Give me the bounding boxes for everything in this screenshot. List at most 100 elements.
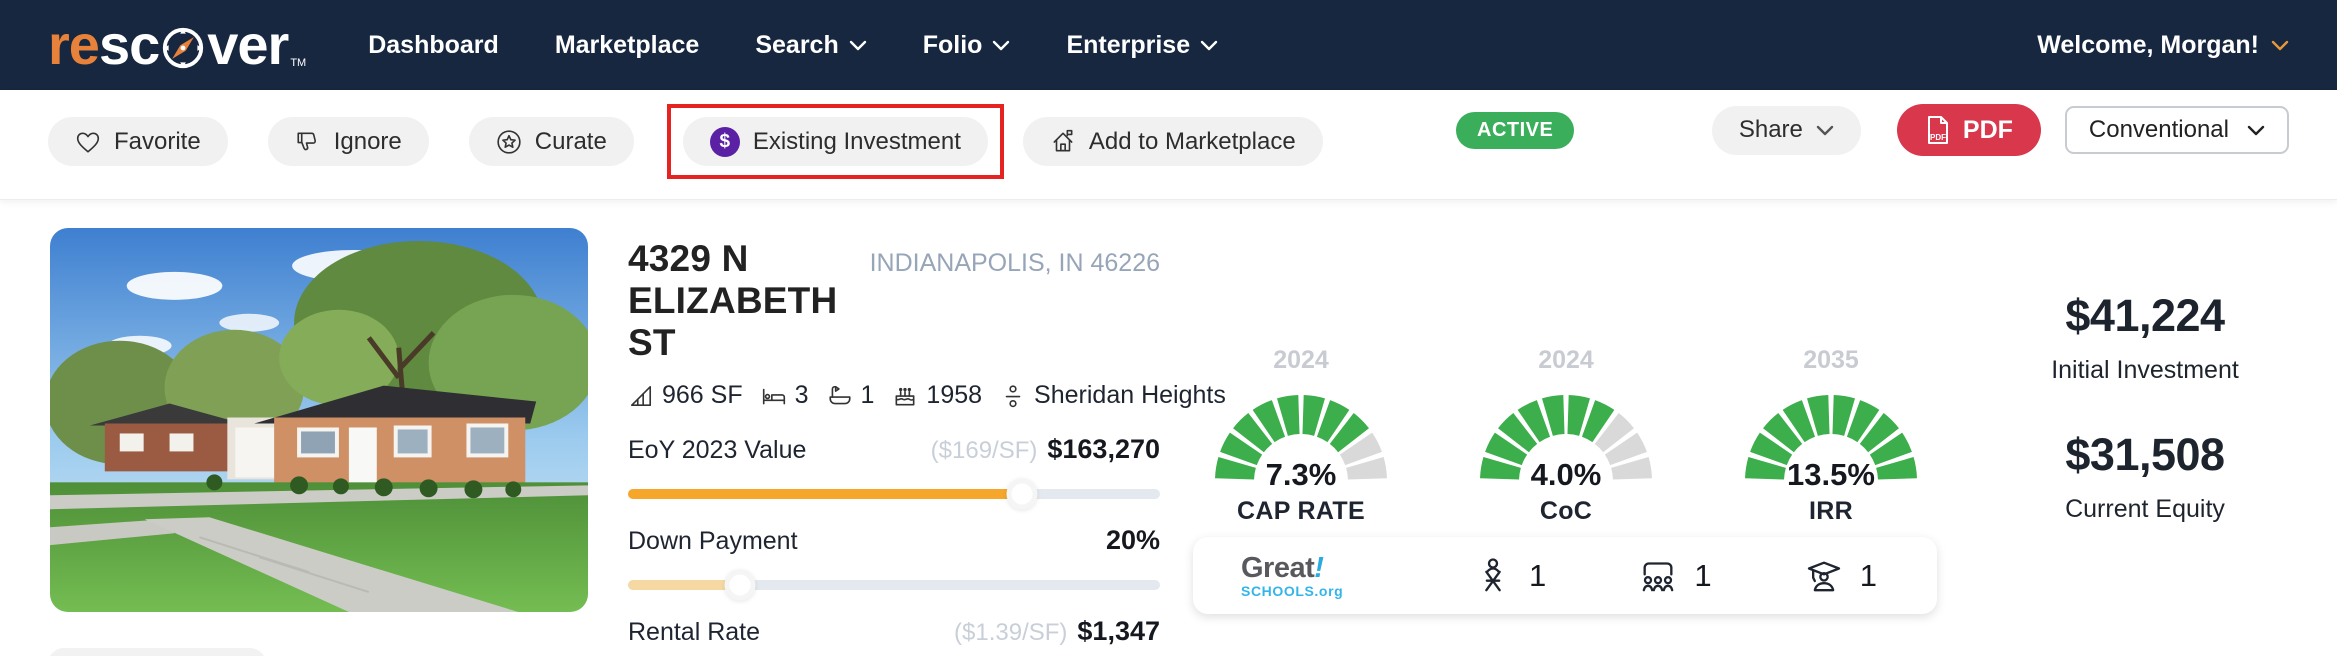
current-equity-label: Current Equity [2065,495,2225,523]
school-rating-value: 1 [1529,557,1547,593]
slider-track[interactable] [628,569,1160,601]
slider-value: $163,270 [1047,434,1160,464]
nav-item-folio[interactable]: Folio [923,31,1011,60]
slider-unit: ($169/SF) [930,437,1038,464]
nav-item-dashboard[interactable]: Dashboard [368,31,499,60]
slider-unit: ($1.39/SF) [954,619,1068,646]
property-photo[interactable] [50,228,588,612]
nav-items: Dashboard Marketplace Search Folio Enter… [368,31,1218,60]
stat-year-built: 1958 [892,381,982,410]
high-school-icon [1807,561,1840,591]
pdf-button[interactable]: PDF PDF [1896,104,2041,156]
property-details: 4329 N ELIZABETH ST INDIANAPOLIS, IN 462… [628,238,1226,656]
investment-summary: $41,224 Initial Investment $31,508 Curre… [1995,290,2295,524]
stat-beds: 3 [761,381,809,410]
elementary-school-icon [1485,557,1501,591]
house-flag-icon [1053,129,1073,151]
share-button[interactable]: Share [1711,105,1861,155]
slider-rental-rate: Rental Rate ($1.39/SF) $1,347 [628,616,1160,656]
stat-sqft: 966 SF [628,381,743,410]
brand-logo[interactable]: re sc ver TM [48,17,306,73]
school-rating-value: 1 [1694,557,1712,593]
brand-prefix: re [48,13,100,76]
gauge-label: CoC [1539,497,1593,525]
add-to-marketplace-button[interactable]: Add to Marketplace [1022,117,1323,166]
slider-thumb[interactable] [724,569,756,601]
initial-investment-label: Initial Investment [2051,356,2239,384]
ignore-label: Ignore [333,127,402,155]
existing-investment-label: Existing Investment [752,127,961,155]
brand-suffix: ver [207,13,289,76]
bed-icon [762,388,785,404]
property-address: 4329 N ELIZABETH ST [628,238,838,363]
thumbs-down-icon [297,132,316,150]
slider-track[interactable] [628,478,1160,510]
cake-icon [895,387,915,405]
ignore-button[interactable]: Ignore [267,117,429,166]
pdf-label: PDF [1962,115,2013,144]
add-to-marketplace-label: Add to Marketplace [1088,127,1296,155]
existing-investment-button[interactable]: $ Existing Investment [682,117,988,166]
nav-item-marketplace[interactable]: Marketplace [555,31,700,60]
gauge-value: 4.0% [1530,457,1602,492]
status-badge: ACTIVE [1456,112,1575,149]
property-city-state-zip: INDIANAPOLIS, IN 46226 [869,249,1160,277]
loan-type-select[interactable]: Conventional [2064,106,2289,154]
favorite-label: Favorite [114,127,201,155]
chevron-down-icon [1816,125,1834,135]
initial-investment-value: $41,224 [2065,290,2225,341]
star-circle-icon [497,129,521,154]
greatschools-logo: Great! SCHOOLS.org [1241,551,1344,599]
gauge-coc: 2024 4.0% CoC [1473,346,1659,526]
school-rating-high: 1 [1758,556,1923,596]
welcome-text: Welcome, Morgan! [2037,30,2259,59]
chevron-down-icon [2271,40,2289,50]
current-equity-value: $31,508 [2065,429,2225,480]
loan-type-value: Conventional [2088,116,2229,143]
curate-button[interactable]: Curate [468,117,634,166]
existing-investment-highlight: $ Existing Investment [666,104,1004,179]
gauge-cap-rate: 2024 7.3% CAP RATE [1208,346,1394,526]
metric-gauges: 2024 7.3% CAP RATE 2024 4.0% CoC 2035 13… [1208,346,1924,526]
gauge-arc [1476,383,1656,490]
bath-icon [828,385,851,404]
action-bar-left: Favorite Ignore Curate $ Existing [48,104,1323,179]
middle-school-icon [1643,561,1674,591]
photo-thumbnail-partial[interactable] [48,648,266,656]
neighborhood-icon [1005,384,1021,407]
slider-value: $1,347 [1077,616,1160,646]
action-bar: Favorite Ignore Curate $ Existing [0,90,2337,200]
compass-icon [163,27,204,69]
curate-label: Curate [534,127,607,155]
school-rating-value: 1 [1859,557,1877,593]
chevron-down-icon [993,40,1010,50]
gauge-year: 2024 [1538,346,1594,374]
nav-item-search[interactable]: Search [755,31,866,60]
action-bar-right: Share PDF PDF Conventional [1711,104,2289,156]
slider-value: 20% [1105,525,1160,555]
slider-thumb[interactable] [1006,478,1038,510]
nav-item-label: Dashboard [368,30,499,59]
ruler-icon [630,385,652,406]
slider-fill [628,489,1022,499]
nav-item-enterprise[interactable]: Enterprise [1066,31,1218,60]
gauge-value: 13.5% [1787,457,1875,492]
favorite-button[interactable]: Favorite [48,117,228,166]
nav-item-label: Enterprise [1066,30,1191,59]
nav-item-label: Folio [922,30,983,59]
gauge-irr: 2035 13.5% IRR [1738,346,1924,526]
pdf-file-icon: PDF [1927,116,1948,144]
slider-down-payment: Down Payment 20% [628,525,1160,601]
chevron-down-icon [849,40,866,50]
school-rating-elementary: 1 [1427,556,1592,596]
slider-label: EoY 2023 Value [628,436,807,464]
dollar-circle-icon: $ [709,126,740,157]
greatschools-card: Great! SCHOOLS.org 1 1 [1193,537,1937,614]
user-menu[interactable]: Welcome, Morgan! [2037,31,2289,60]
gauge-arc [1211,383,1391,490]
gauge-arc [1741,383,1921,490]
property-stats: 966 SF 3 1 [628,381,1226,410]
slider-label: Down Payment [628,527,798,555]
chevron-down-icon [2247,125,2265,135]
